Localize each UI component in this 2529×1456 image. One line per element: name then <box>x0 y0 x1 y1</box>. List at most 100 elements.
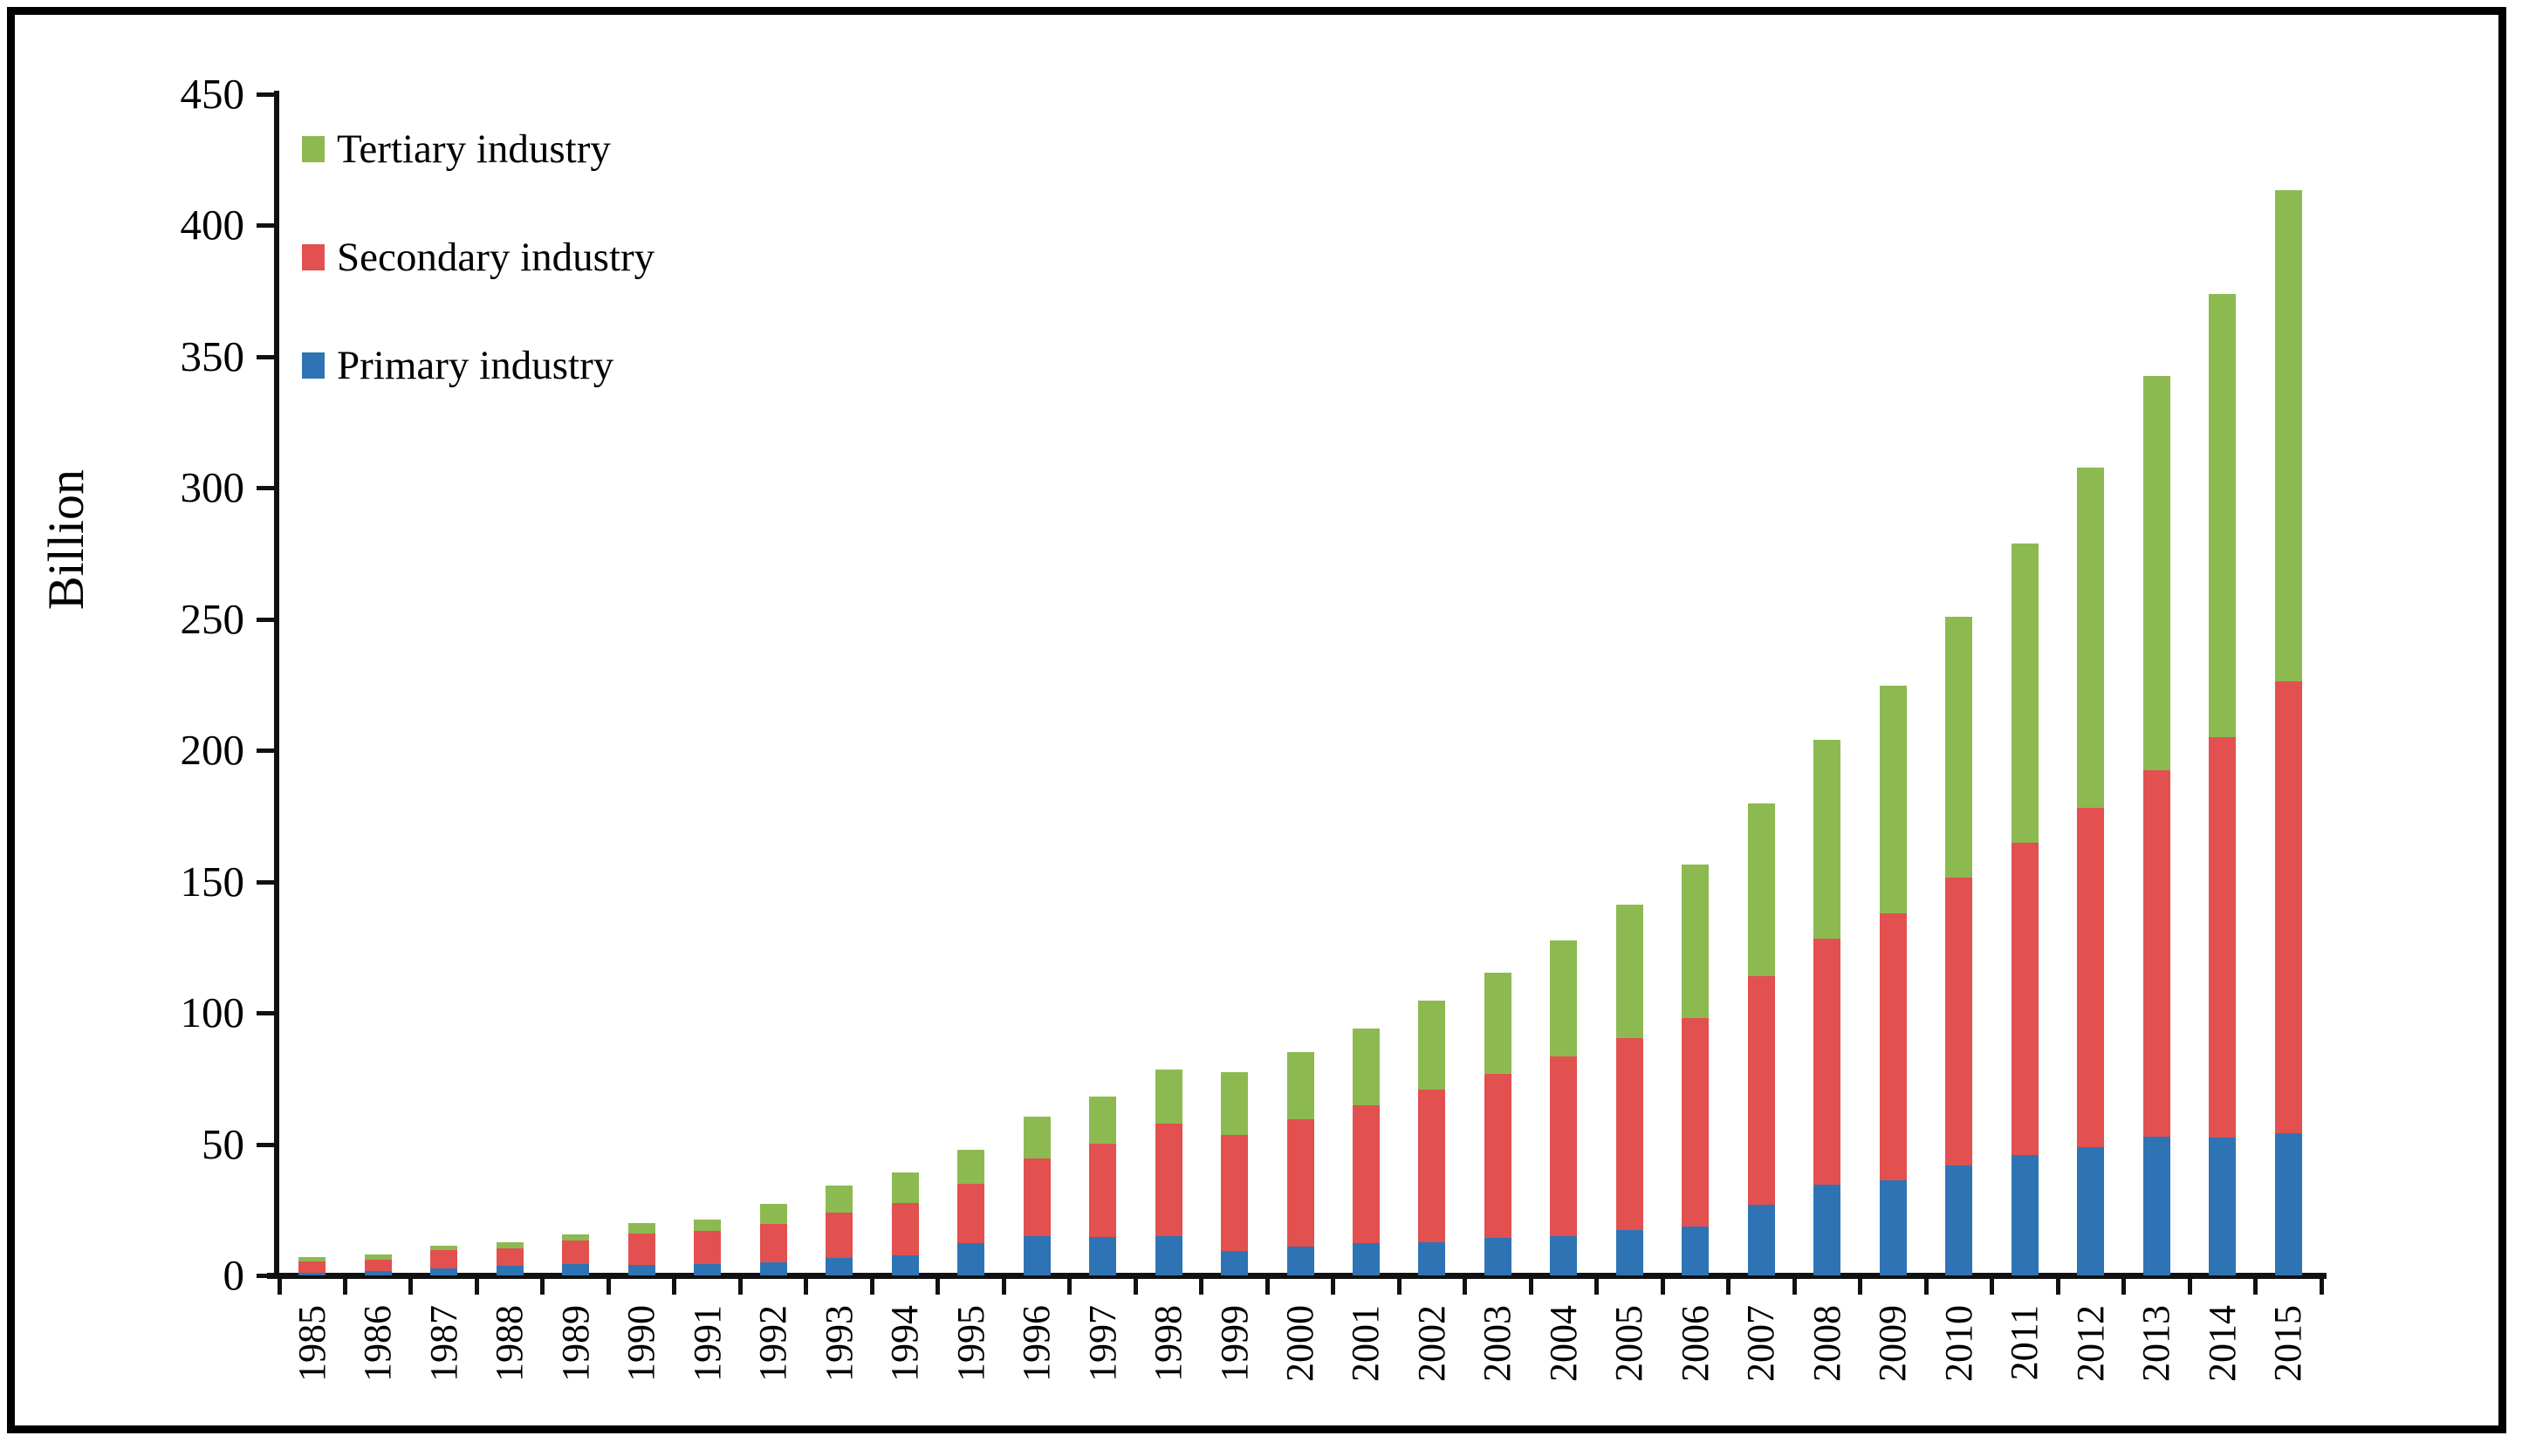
bar-segment-primary-1997 <box>1089 1237 1117 1275</box>
bar-segment-tertiary-2012 <box>2077 467 2105 809</box>
x-tick-mark <box>1594 1278 1600 1295</box>
bar-segment-primary-1990 <box>627 1264 655 1275</box>
x-tick-label-1989: 1989 <box>553 1305 597 1382</box>
bar-segment-tertiary-2011 <box>2011 543 2039 844</box>
bar-segment-primary-2014 <box>2209 1137 2237 1275</box>
x-tick-mark <box>474 1278 479 1295</box>
bar-segment-secondary-1992 <box>759 1224 787 1262</box>
bar-segment-primary-1994 <box>891 1255 919 1275</box>
y-tick-mark <box>257 879 276 885</box>
bar-segment-primary-1989 <box>562 1264 590 1275</box>
bar-segment-secondary-2002 <box>1418 1090 1446 1242</box>
legend-item-tertiary: Tertiary industry <box>302 126 655 173</box>
bar-segment-tertiary-1989 <box>562 1234 590 1241</box>
x-tick-label-2004: 2004 <box>1541 1305 1585 1382</box>
bar-segment-primary-2008 <box>1813 1184 1841 1275</box>
bar-segment-tertiary-2010 <box>1945 617 1973 878</box>
x-tick-mark <box>277 1278 282 1295</box>
bar-segment-primary-2003 <box>1484 1238 1511 1275</box>
y-tick-label: 350 <box>180 332 245 380</box>
bar-segment-primary-1987 <box>430 1268 458 1275</box>
x-tick-mark <box>672 1278 677 1295</box>
bar-segment-secondary-2015 <box>2274 680 2302 1133</box>
x-tick-label-1995: 1995 <box>949 1305 992 1382</box>
x-tick-mark <box>1133 1278 1138 1295</box>
bar-segment-tertiary-2003 <box>1484 973 1511 1075</box>
bar-segment-tertiary-2006 <box>1682 865 1710 1018</box>
bar-segment-secondary-1989 <box>562 1240 590 1265</box>
bar-segment-tertiary-1990 <box>627 1223 655 1234</box>
bar-1996 <box>1023 1116 1051 1275</box>
x-tick-label-1996: 1996 <box>1015 1305 1059 1382</box>
bar-segment-secondary-1987 <box>430 1250 458 1269</box>
bar-segment-primary-2000 <box>1286 1246 1314 1275</box>
x-tick-mark <box>1331 1278 1336 1295</box>
y-tick-label: 50 <box>202 1119 244 1168</box>
bar-2014 <box>2209 293 2237 1275</box>
x-tick-label-2010: 2010 <box>1936 1305 1980 1382</box>
bar-segment-secondary-1998 <box>1155 1123 1182 1236</box>
x-tick-label-1998: 1998 <box>1147 1305 1190 1382</box>
legend-item-secondary: Secondary industry <box>302 234 655 281</box>
x-tick-mark <box>737 1278 743 1295</box>
x-tick-mark <box>2121 1278 2127 1295</box>
bar-segment-primary-2009 <box>1879 1180 1907 1275</box>
bar-segment-secondary-1997 <box>1089 1143 1117 1238</box>
bar-1986 <box>364 1254 392 1275</box>
x-tick-label-1986: 1986 <box>356 1305 400 1382</box>
bar-1991 <box>694 1219 722 1275</box>
x-tick-mark <box>1264 1278 1270 1295</box>
x-tick-mark <box>408 1278 414 1295</box>
x-tick-mark <box>606 1278 611 1295</box>
x-tick-label-2013: 2013 <box>2135 1305 2178 1382</box>
x-tick-label-1991: 1991 <box>685 1305 729 1382</box>
y-tick-mark <box>257 1142 276 1147</box>
bar-1988 <box>496 1241 524 1275</box>
x-tick-label-2002: 2002 <box>1409 1305 1453 1382</box>
bar-1992 <box>759 1204 787 1275</box>
x-tick-label-2008: 2008 <box>1805 1305 1848 1382</box>
y-tick-mark <box>257 486 276 491</box>
bar-segment-tertiary-1993 <box>826 1186 853 1213</box>
x-tick-label-2012: 2012 <box>2068 1305 2112 1382</box>
bar-2007 <box>1747 803 1775 1275</box>
bar-segment-secondary-2014 <box>2209 737 2237 1138</box>
bar-segment-secondary-2008 <box>1813 938 1841 1185</box>
bar-segment-primary-1986 <box>364 1270 392 1275</box>
bar-segment-primary-1991 <box>694 1264 722 1275</box>
legend-label: Secondary industry <box>337 235 655 280</box>
bar-segment-tertiary-2000 <box>1286 1052 1314 1119</box>
x-tick-label-1987: 1987 <box>422 1305 465 1382</box>
bar-2008 <box>1813 739 1841 1275</box>
legend-label: Tertiary industry <box>337 126 611 172</box>
legend-item-primary: Primary industry <box>302 342 655 389</box>
bar-segment-tertiary-1987 <box>430 1245 458 1251</box>
bar-segment-secondary-2012 <box>2077 808 2105 1147</box>
bar-2002 <box>1418 1000 1446 1275</box>
x-tick-mark <box>2055 1278 2060 1295</box>
bar-segment-primary-2013 <box>2142 1136 2170 1275</box>
x-tick-label-1993: 1993 <box>817 1305 860 1382</box>
bar-2015 <box>2274 190 2302 1275</box>
bar-segment-primary-2015 <box>2274 1132 2302 1275</box>
y-tick-label: 450 <box>180 70 245 118</box>
x-tick-label-2011: 2011 <box>2003 1305 2046 1381</box>
bar-segment-primary-2002 <box>1418 1241 1446 1275</box>
bar-1987 <box>430 1245 458 1275</box>
bar-segment-primary-1996 <box>1023 1235 1051 1275</box>
x-tick-label-1999: 1999 <box>1212 1305 1256 1382</box>
x-tick-mark <box>1528 1278 1533 1295</box>
x-tick-mark <box>1199 1278 1204 1295</box>
x-tick-label-2009: 2009 <box>1871 1305 1915 1382</box>
x-tick-mark <box>1858 1278 1863 1295</box>
x-tick-label-2005: 2005 <box>1607 1305 1651 1382</box>
bar-segment-tertiary-1992 <box>759 1204 787 1225</box>
bar-segment-tertiary-1991 <box>694 1219 722 1231</box>
bar-segment-tertiary-2014 <box>2209 293 2237 738</box>
bar-segment-secondary-2010 <box>1945 878 1973 1166</box>
bar-2000 <box>1286 1052 1314 1275</box>
secondary-swatch-icon <box>302 244 325 270</box>
bar-segment-primary-1993 <box>826 1257 853 1275</box>
y-tick-mark <box>257 92 276 97</box>
